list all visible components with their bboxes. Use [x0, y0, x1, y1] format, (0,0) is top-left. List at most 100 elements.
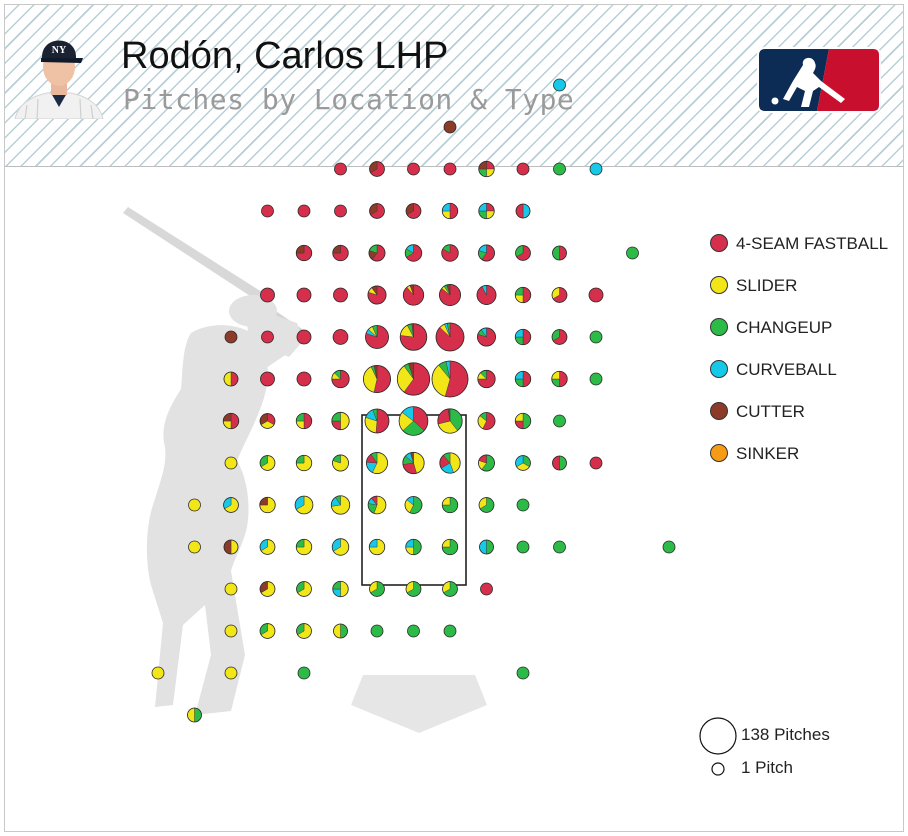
pitch-marker-outline — [551, 370, 568, 388]
pitch-marker — [364, 408, 390, 434]
pitch-marker — [332, 244, 349, 262]
pitch-marker — [551, 370, 568, 388]
pitch-marker — [479, 539, 494, 555]
pitch-marker-outline — [443, 162, 457, 176]
pitch-marker-outline — [479, 539, 494, 555]
pitch-marker — [662, 540, 676, 554]
pitch-marker-outline — [477, 327, 496, 347]
pitch-marker-outline — [516, 540, 530, 554]
player-name: Rodón, Carlos LHP — [121, 35, 449, 77]
pitch-marker — [553, 78, 566, 92]
pitch-marker — [151, 666, 165, 680]
pitch-marker — [551, 329, 568, 345]
pitch-marker — [223, 497, 239, 513]
pitch-marker-outline — [259, 623, 276, 639]
pitch-marker-outline — [396, 362, 431, 396]
pitch-marker-outline — [296, 287, 312, 303]
pitch-marker — [396, 362, 431, 396]
pitch-marker — [332, 454, 349, 472]
pitch-marker-outline — [362, 364, 392, 394]
pitch-marker — [332, 329, 349, 345]
pitch-marker — [296, 371, 312, 387]
pie-slice — [522, 329, 531, 345]
pitch-marker — [441, 496, 459, 514]
pitch-marker — [476, 285, 497, 305]
pitch-marker — [477, 369, 496, 389]
pitch-marker-outline — [553, 78, 566, 92]
pitch-marker — [295, 244, 313, 262]
pitch-marker-outline — [369, 161, 385, 177]
pitch-marker — [223, 371, 239, 387]
pitch-marker-outline — [405, 581, 422, 597]
pitch-marker-outline — [515, 245, 531, 261]
pitch-marker-outline — [516, 498, 530, 512]
pitch-marker — [477, 327, 496, 347]
pitch-marker-outline — [294, 495, 314, 515]
pitch-marker — [514, 412, 532, 430]
pitch-marker-outline — [516, 162, 530, 176]
pitch-marker-outline — [435, 322, 465, 352]
legend-swatch — [710, 234, 728, 252]
pitch-marker-outline — [441, 244, 459, 262]
pie-slice — [517, 541, 529, 553]
pitch-marker-outline — [441, 538, 459, 556]
pitch-marker — [334, 162, 347, 176]
pitch-marker-outline — [404, 244, 423, 262]
pitch-marker-outline — [223, 539, 239, 555]
pitch-marker — [589, 330, 603, 344]
pitch-marker-outline — [478, 160, 495, 178]
pie-slice — [444, 163, 456, 175]
pitch-marker-outline — [407, 624, 420, 638]
pitch-marker — [368, 538, 386, 556]
size-legend: 138 Pitches 1 Pitch — [699, 717, 830, 777]
pitch-marker — [402, 451, 425, 475]
pitch-marker — [443, 120, 457, 134]
pitch-marker-outline — [514, 286, 532, 304]
pitch-marker-outline — [296, 581, 312, 597]
pitch-marker — [369, 161, 385, 177]
pitch-marker — [431, 360, 469, 398]
pitch-marker-outline — [407, 162, 420, 176]
pitch-marker — [367, 495, 387, 515]
pitch-marker-outline — [437, 408, 463, 434]
pitch-marker-outline — [331, 538, 350, 556]
pitch-marker — [331, 538, 350, 556]
pitch-marker-outline — [370, 624, 384, 638]
pitch-marker — [330, 495, 351, 515]
pie-slice — [225, 667, 237, 679]
pitch-marker-outline — [331, 369, 350, 389]
pie-slice — [517, 667, 529, 679]
pitch-marker-outline — [441, 202, 459, 220]
pitch-marker-outline — [402, 284, 425, 306]
pitch-marker — [477, 412, 496, 430]
pitch-marker — [224, 330, 238, 344]
pitch-marker-outline — [588, 287, 604, 303]
pitch-marker — [261, 330, 274, 344]
pitch-marker-outline — [332, 454, 349, 472]
chart-panel: NY Rodón, Carlos LHP Pitches by Location… — [4, 4, 904, 832]
pie-slice — [559, 371, 568, 387]
pitch-marker-outline — [259, 455, 276, 471]
pitch-marker — [259, 455, 276, 471]
pitch-marker — [224, 582, 238, 596]
pie-slice — [225, 583, 237, 595]
pitch-marker — [331, 411, 350, 431]
pie-slice — [225, 625, 237, 637]
pitch-marker — [515, 203, 531, 219]
pie-slice — [296, 371, 312, 387]
pitch-marker-outline — [442, 581, 458, 597]
pitch-marker — [402, 284, 425, 306]
pitch-marker — [478, 497, 495, 513]
pie-slice — [559, 455, 567, 471]
pie-slice — [333, 287, 348, 303]
pitch-marker-outline — [330, 495, 351, 515]
cap-logo-text: NY — [52, 45, 67, 56]
pitch-marker-outline — [480, 582, 493, 596]
pitch-marker — [515, 245, 531, 261]
pie-slice — [553, 79, 566, 91]
pitch-marker — [296, 329, 312, 345]
pitch-marker-outline — [224, 330, 238, 344]
pitch-marker-outline — [295, 538, 313, 556]
pitch-marker — [553, 414, 566, 428]
pitch-marker — [331, 369, 350, 389]
